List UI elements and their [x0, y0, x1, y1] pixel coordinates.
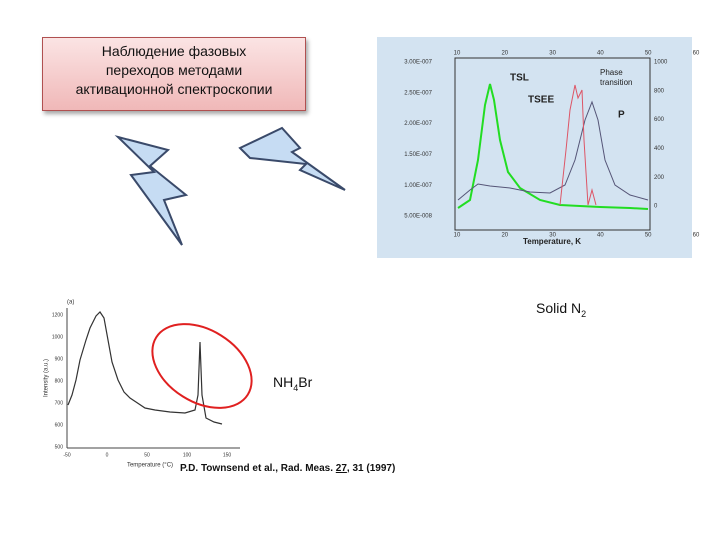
y-tick-label: 5.00E-008 [404, 214, 432, 220]
y-tick-label: 900 [55, 356, 64, 362]
lightning [238, 126, 346, 191]
x-tick-label: 60 [693, 51, 700, 57]
plot-frame [454, 57, 651, 231]
x-tick-label: 40 [597, 51, 604, 57]
curve-label: P [618, 110, 625, 121]
x-tick-label: 150 [223, 452, 232, 458]
x-tick-label: 50 [144, 452, 150, 458]
label-text: NH [273, 374, 294, 390]
callout-line: переходов методами [105, 62, 243, 78]
x-tick-label: 50 [645, 233, 652, 239]
curve [559, 84, 597, 206]
curve-label: TSL [510, 73, 529, 84]
x-tick-label: 10 [454, 233, 461, 239]
label: NH4Br [273, 374, 312, 393]
callout-line: Наблюдение фазовых [101, 43, 247, 59]
citation-text: , 31 (1997) [346, 463, 396, 474]
x-tick-label: -50 [63, 452, 70, 458]
y-tick-label: 200 [654, 175, 665, 181]
x-axis-label: Temperature (°C) [127, 463, 173, 469]
y-tick-label: 1200 [52, 312, 63, 318]
x-tick-label: 30 [549, 233, 556, 239]
curve-label: TSEE [528, 95, 554, 106]
y-tick-label: 400 [654, 146, 665, 152]
y-tick-label: 0 [654, 204, 658, 210]
label-sub: 2 [581, 308, 587, 319]
x-tick-label: 0 [106, 452, 109, 458]
y-tick-label: 1000 [52, 334, 63, 340]
annotation: Phase [600, 68, 623, 77]
label-text: Br [298, 374, 313, 390]
y-tick-label: 3.00E-007 [404, 60, 432, 66]
y-tick-label: 600 [55, 422, 64, 428]
x-tick-label: 30 [549, 51, 556, 57]
y-tick-label: 600 [654, 117, 665, 123]
citation-volume: 27 [335, 463, 347, 474]
y-tick-label: 2.50E-007 [404, 90, 432, 96]
x-tick-label: 50 [645, 51, 652, 57]
highlight [151, 323, 253, 409]
y-tick-label: 1.00E-007 [404, 183, 432, 189]
x-tick-label: 20 [501, 233, 508, 239]
citation: P.D. Townsend et al., Rad. Meas. 27, 31 … [180, 463, 395, 474]
curve [457, 100, 649, 201]
x-tick-label: 60 [693, 233, 700, 239]
y-tick-label: 500 [55, 444, 64, 450]
annotation: transition [600, 78, 632, 87]
curve [457, 83, 649, 210]
x-tick-label: 20 [501, 51, 508, 57]
y-tick-label: 1.50E-007 [404, 152, 432, 158]
y-tick-label: 800 [55, 378, 64, 384]
label-sub: 4 [293, 382, 299, 393]
y-tick-label: 1000 [654, 60, 668, 66]
panel-label: (a) [67, 300, 74, 306]
citation-text: P.D. Townsend et al., Rad. Meas. [180, 463, 336, 474]
label-text: Solid N [536, 300, 582, 316]
curve [67, 311, 223, 425]
lightning [114, 135, 189, 246]
x-tick-label: 100 [183, 452, 192, 458]
x-tick-label: 10 [454, 51, 461, 57]
y-tick-label: 2.00E-007 [404, 121, 432, 127]
y-tick-label: 700 [55, 400, 64, 406]
callout: Наблюдение фазовых переходов методами ак… [42, 37, 306, 111]
x-tick-label: 40 [597, 233, 604, 239]
y-axis-label: Intensity (a.u.) [44, 359, 50, 397]
label: Solid N2 [536, 300, 586, 319]
callout-line: активационной спектроскопии [75, 81, 273, 97]
figure-background [377, 37, 692, 258]
y-tick-label: 800 [654, 88, 665, 94]
x-axis-label: Temperature, K [523, 237, 581, 246]
